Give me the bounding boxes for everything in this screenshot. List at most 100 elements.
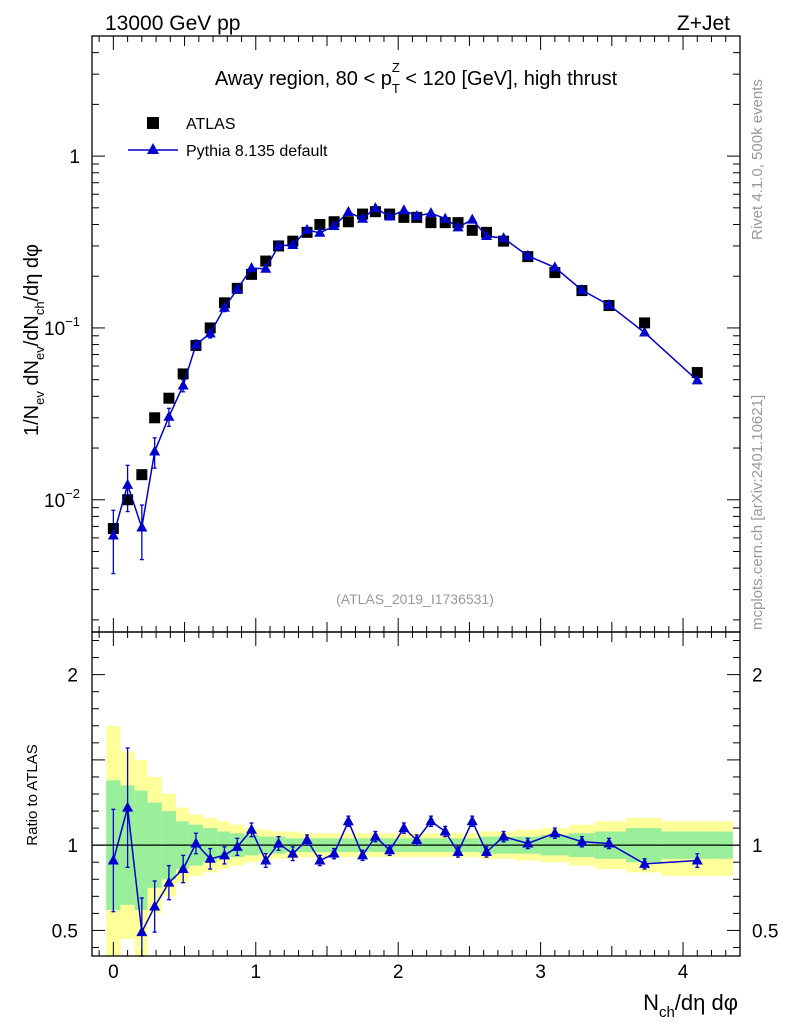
ratio-mc-point (398, 822, 410, 833)
pythia-mc-point (411, 210, 423, 221)
pythia-mc-point (576, 284, 588, 295)
ratio-y-tick-label-left: 1 (67, 836, 78, 857)
legend-pythia-label: Pythia 8.135 default (186, 143, 328, 160)
pythia-mc-point (260, 262, 272, 273)
pythia-mc-point (522, 249, 534, 260)
pythia-mc-point (498, 232, 510, 243)
ratio-mc-point (260, 854, 272, 865)
pythia-mc-point (136, 521, 148, 532)
atlas-data-point (177, 368, 189, 380)
pythia-mc-point (246, 262, 258, 273)
ratio-frame (91, 631, 741, 957)
pythia-mc-point (398, 204, 410, 215)
ratio-mc-point (466, 815, 478, 826)
atlas-data-point (639, 317, 651, 329)
pythia-mc-point (452, 221, 464, 232)
atlas-data-point (466, 224, 478, 236)
pythia-mc-point (639, 326, 651, 337)
ratio-mc-point (328, 847, 340, 858)
pythia-mc-point (480, 229, 492, 240)
ratio-mc-point (452, 845, 464, 856)
ratio-series-layer (107, 747, 703, 957)
legend-pythia-marker (147, 143, 159, 154)
pythia-mc-point (691, 374, 703, 385)
x-tick-label: 1 (250, 962, 261, 983)
ratio-mc-point (204, 852, 216, 863)
ratio-mc-point (603, 837, 615, 848)
pythia-mc-point (425, 207, 437, 218)
main-axes: 1 10−1 10−2 (44, 35, 741, 633)
main-y-tick-label: 10−2 (44, 486, 80, 512)
atlas-data-point (691, 367, 703, 379)
atlas-data-point (260, 255, 272, 267)
x-tick-label: 3 (535, 962, 546, 983)
pythia-mc-point (122, 478, 134, 489)
pythia-mc-point (466, 213, 478, 224)
atlas-data-point (246, 268, 258, 280)
pythia-mc-point (301, 223, 313, 234)
ratio-mc-point (576, 835, 588, 846)
atlas-data-point (425, 217, 437, 229)
ratio-mc-point (425, 815, 437, 826)
ratio-mc-point (149, 900, 161, 911)
pythia-mc-point (231, 283, 243, 294)
ratio-y-tick-label-left: 2 (67, 666, 78, 687)
x-tick-label: 0 (108, 962, 119, 983)
ratio-mc-point (342, 815, 354, 826)
atlas-data-point (342, 216, 354, 228)
title-superscript: Z (392, 60, 400, 75)
main-y-tick-label: 10−1 (44, 314, 80, 340)
pythia-mc-point (177, 379, 189, 390)
legend-atlas-label: ATLAS (186, 116, 236, 133)
main-panel: Away region, 80 < pZ T < 120 [GeV], high … (21, 35, 741, 633)
pythia-mc-point (328, 219, 340, 230)
analysis-type-label: Z+Jet (677, 12, 730, 35)
title-text-before: Away region, 80 < p (215, 68, 392, 90)
ratio-mc-point (522, 837, 534, 848)
ratio-y-tick-label-right: 1 (752, 836, 763, 857)
atlas-data-point (549, 267, 561, 279)
atlas-data-point (122, 494, 134, 506)
pythia-mc-point (149, 445, 161, 456)
x-tick-label: 4 (678, 962, 689, 983)
pythia-mc-point (163, 410, 175, 421)
pythia-mc-point (439, 212, 451, 223)
pythia-mc-point (357, 212, 369, 223)
pythia-mc-point (190, 338, 202, 349)
ratio-mc-point (639, 857, 651, 868)
ratio-mc-point (314, 854, 326, 865)
title-subscript: T (392, 81, 400, 96)
pythia-mc-point (342, 205, 354, 216)
atlas-data-point (136, 469, 148, 481)
legend-atlas-marker (147, 117, 159, 129)
x-tick-label: 2 (393, 962, 404, 983)
ratio-mc-point (273, 837, 285, 848)
main-y-axis-label: 1/Nev dNev/dNch/dη dφ (21, 244, 47, 436)
energy-process-label: 13000 GeV pp (105, 12, 240, 35)
legend: ATLAS Pythia 8.135 default (128, 116, 328, 160)
ratio-mc-point (163, 876, 175, 887)
ratio-mc-point (287, 847, 299, 858)
ratio-y-tick-label-left: 0.5 (52, 921, 78, 942)
ratio-mc-point (218, 849, 230, 860)
pythia-mc-point (603, 298, 615, 309)
ratio-mc-point (190, 837, 202, 848)
atlas-data-point (314, 218, 326, 230)
analysis-reference-label: (ATLAS_2019_I1736531) (336, 591, 494, 607)
main-series-layer (107, 202, 703, 575)
pythia-mc-point (549, 261, 561, 272)
ratio-mc-point (231, 840, 243, 851)
ratio-axes: 2 2 1 1 0.5 0.5 0 1 2 3 4 (52, 631, 778, 983)
pythia-mc-point (384, 210, 396, 221)
ratio-mc-point (691, 854, 703, 865)
pythia-mc-point (287, 238, 299, 249)
pythia-mc-point (204, 327, 216, 338)
ratio-mc-point (357, 849, 369, 860)
ratio-mc-point (177, 863, 189, 874)
ratio-y-tick-label-right: 0.5 (752, 921, 778, 942)
ratio-y-axis-label: Ratio to ATLAS (24, 744, 41, 845)
main-y-tick-label: 1 (69, 147, 80, 168)
ratio-mc-point (301, 834, 313, 845)
pythia-mc-point (107, 529, 119, 540)
